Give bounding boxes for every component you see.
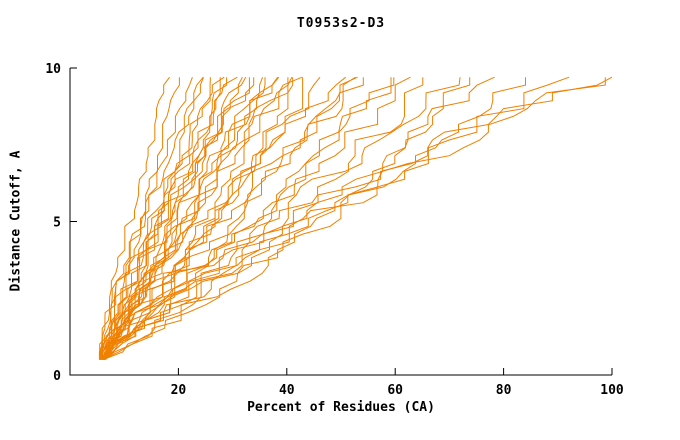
curve-model-27	[100, 76, 356, 360]
curve-model-30	[102, 77, 392, 360]
curve-model-34	[102, 77, 471, 361]
curve-model-13	[99, 77, 250, 360]
curve-model-29	[102, 77, 395, 361]
chart-title: T0953s2-D3	[296, 16, 386, 31]
curve-model-06	[98, 77, 211, 360]
curve-model-03	[98, 77, 193, 360]
x-tick-label: 60	[387, 383, 403, 398]
curve-model-36	[103, 77, 526, 361]
x-axis-label: Percent of Residues (CA)	[247, 400, 435, 415]
y-axis-label: Distance Cutoff, A	[8, 150, 24, 292]
curve-model-32	[99, 77, 424, 361]
curve-model-21	[103, 76, 303, 360]
curve-model-07	[102, 76, 225, 360]
y-tick-label: 0	[53, 369, 61, 384]
curve-model-22	[100, 76, 293, 361]
curve-model-11	[101, 76, 247, 360]
curve-model-39	[102, 77, 606, 360]
y-tick-label: 5	[53, 216, 61, 231]
curve-model-25	[99, 76, 347, 360]
curve-model-31	[103, 76, 411, 360]
curve-model-02	[102, 77, 180, 360]
curve-model-33	[101, 77, 461, 360]
curve-model-14	[103, 77, 255, 360]
x-tick-label: 100	[600, 383, 624, 398]
curve-model-01	[99, 76, 171, 360]
y-tick-label: 10	[45, 62, 61, 77]
x-tick-label: 80	[496, 383, 512, 398]
curve-model-37	[100, 76, 570, 360]
x-tick-label: 40	[279, 383, 295, 398]
x-tick-label: 20	[171, 383, 187, 398]
curve-model-20	[100, 77, 294, 360]
